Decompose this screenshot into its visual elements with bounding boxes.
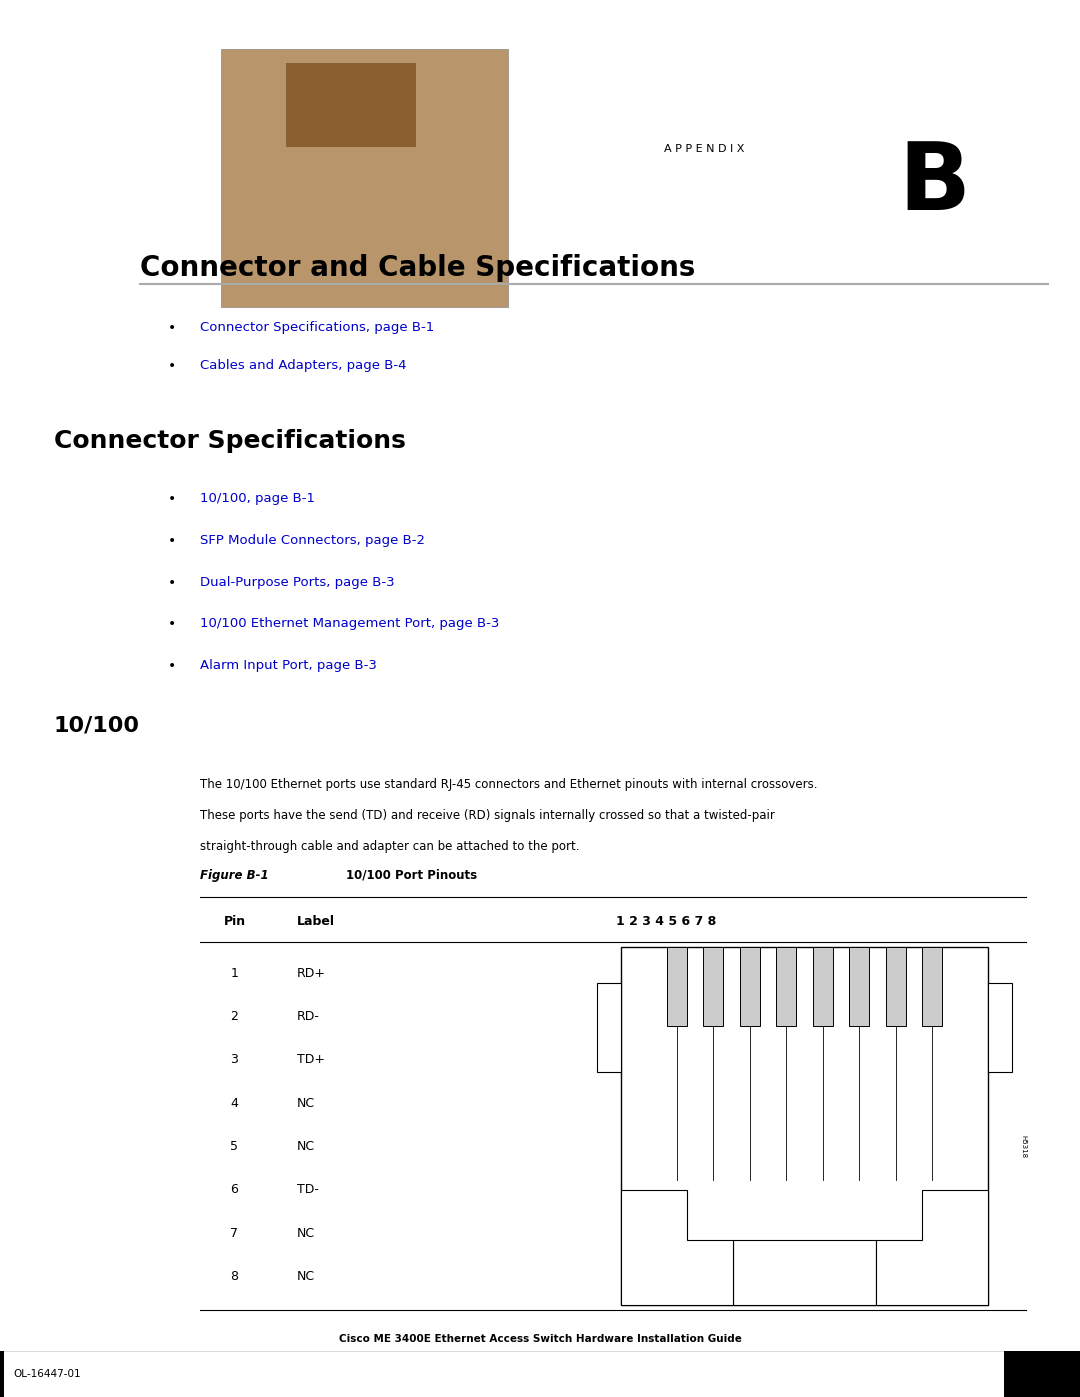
Text: RD-: RD- <box>297 1010 320 1023</box>
Text: Alarm Input Port, page B-3: Alarm Input Port, page B-3 <box>200 659 377 672</box>
Text: •: • <box>167 359 176 373</box>
Text: Connector Specifications: Connector Specifications <box>54 429 406 453</box>
Text: •: • <box>167 534 176 548</box>
Text: TD+: TD+ <box>297 1053 325 1066</box>
Text: 10/100 Ethernet Management Port, page B-3: 10/100 Ethernet Management Port, page B-… <box>200 617 499 630</box>
Text: •: • <box>167 321 176 335</box>
Text: NC: NC <box>297 1227 315 1239</box>
Text: Dual-Purpose Ports, page B-3: Dual-Purpose Ports, page B-3 <box>200 576 394 588</box>
Bar <box>1004 1351 1080 1397</box>
Text: NC: NC <box>297 1097 315 1109</box>
Bar <box>733 1241 876 1305</box>
Bar <box>703 947 724 1025</box>
Polygon shape <box>876 1190 988 1305</box>
Text: NC: NC <box>297 1270 315 1282</box>
Text: 8: 8 <box>230 1270 239 1282</box>
Bar <box>849 947 869 1025</box>
Bar <box>922 947 942 1025</box>
Bar <box>988 983 1012 1073</box>
Text: A P P E N D I X: A P P E N D I X <box>664 144 744 155</box>
Text: NC: NC <box>297 1140 315 1153</box>
Text: Label: Label <box>297 915 335 928</box>
Bar <box>667 947 687 1025</box>
Bar <box>0 1351 4 1397</box>
Text: H5318: H5318 <box>1021 1136 1027 1158</box>
Text: Connector Specifications, page B-1: Connector Specifications, page B-1 <box>200 321 434 334</box>
Text: These ports have the send (TD) and receive (RD) signals internally crossed so th: These ports have the send (TD) and recei… <box>200 809 774 821</box>
Text: 3: 3 <box>230 1053 239 1066</box>
Text: Pin: Pin <box>224 915 245 928</box>
Text: •: • <box>167 576 176 590</box>
Text: Cisco ME 3400E Ethernet Access Switch Hardware Installation Guide: Cisco ME 3400E Ethernet Access Switch Ha… <box>338 1334 742 1344</box>
Text: TD-: TD- <box>297 1183 319 1196</box>
Text: Figure B-1: Figure B-1 <box>200 869 269 882</box>
Text: RD+: RD+ <box>297 967 326 979</box>
Text: 7: 7 <box>230 1227 239 1239</box>
Text: 10/100: 10/100 <box>54 715 140 735</box>
Bar <box>886 947 906 1025</box>
Bar <box>777 947 796 1025</box>
Bar <box>813 947 833 1025</box>
Text: 1: 1 <box>230 967 239 979</box>
Bar <box>621 947 988 1305</box>
Text: 2: 2 <box>230 1010 239 1023</box>
Text: 1 2 3 4 5 6 7 8: 1 2 3 4 5 6 7 8 <box>616 915 716 928</box>
Text: The 10/100 Ethernet ports use standard RJ-45 connectors and Ethernet pinouts wit: The 10/100 Ethernet ports use standard R… <box>200 778 818 791</box>
Text: B: B <box>899 138 970 231</box>
Text: 10/100, page B-1: 10/100, page B-1 <box>200 492 314 504</box>
Text: B-1: B-1 <box>1029 1366 1055 1382</box>
Text: 6: 6 <box>230 1183 239 1196</box>
Text: 4: 4 <box>230 1097 239 1109</box>
Text: Cables and Adapters, page B-4: Cables and Adapters, page B-4 <box>200 359 406 372</box>
Bar <box>740 947 760 1025</box>
Bar <box>286 63 416 147</box>
Text: •: • <box>167 659 176 673</box>
Text: OL-16447-01: OL-16447-01 <box>13 1369 81 1379</box>
Bar <box>221 49 508 307</box>
Text: SFP Module Connectors, page B-2: SFP Module Connectors, page B-2 <box>200 534 424 546</box>
Text: •: • <box>167 617 176 631</box>
Text: Connector and Cable Specifications: Connector and Cable Specifications <box>140 254 696 282</box>
Text: 10/100 Port Pinouts: 10/100 Port Pinouts <box>346 869 476 882</box>
Text: 5: 5 <box>230 1140 239 1153</box>
Bar <box>597 983 621 1073</box>
Polygon shape <box>621 1190 733 1305</box>
Text: straight-through cable and adapter can be attached to the port.: straight-through cable and adapter can b… <box>200 840 579 852</box>
Text: •: • <box>167 492 176 506</box>
